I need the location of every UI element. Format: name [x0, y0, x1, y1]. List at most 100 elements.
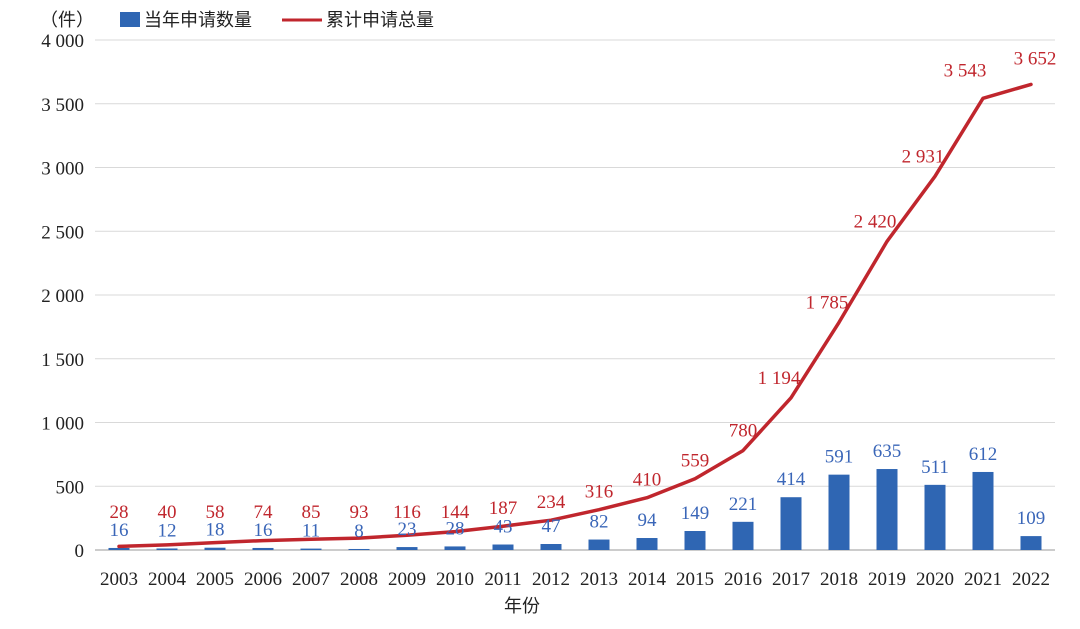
bar: [732, 521, 754, 550]
legend-bar-label: 当年申请数量: [144, 10, 252, 31]
x-tick-label: 2016: [724, 569, 762, 590]
bar: [156, 548, 178, 550]
line-value-label: 40: [158, 502, 177, 523]
x-tick-label: 2009: [388, 569, 426, 590]
cumulative-line: [117, 82, 1033, 549]
line-value-label: 3 652: [1014, 48, 1057, 69]
x-tick-label: 2007: [292, 569, 330, 590]
bar: [348, 548, 370, 550]
bar-value-label: 94: [638, 510, 658, 531]
line-value-label: 410: [633, 470, 662, 491]
line-value-label: 116: [393, 502, 421, 523]
bar-value-label: 109: [1017, 508, 1046, 529]
y-tick-label: 2 500: [41, 222, 84, 243]
x-tick-label: 2005: [196, 569, 234, 590]
bar-value-label: 414: [777, 469, 806, 490]
x-tick-label: 2018: [820, 569, 858, 590]
bar-value-label: 18: [206, 520, 225, 541]
x-tick-label: 2012: [532, 569, 570, 590]
line-labels: 28 40 58 74 85 93 116 144 187 234 316 410 559 780 1 19…: [110, 48, 1057, 523]
bar: [300, 548, 322, 550]
line-value-label: 74: [254, 502, 274, 523]
line-value-label: 2 931: [902, 146, 945, 167]
bar-value-label: 47: [542, 516, 561, 537]
x-axis-title: 年份: [504, 596, 540, 617]
bar: [444, 546, 466, 550]
line-value-label: 234: [537, 492, 566, 513]
x-tick-label: 2011: [484, 569, 521, 590]
line-value-label: 58: [206, 502, 225, 523]
x-tick-label: 2010: [436, 569, 474, 590]
y-axis-ticks: 0 500 1 000 1 500 2 000 2 500 3 000 3 500 4 000: [41, 31, 84, 562]
x-tick-label: 2006: [244, 569, 282, 590]
bar-labels: 16 12 18 16 11 8 23 28 43 47 82 94 149 221 414 591 635 51…: [110, 441, 1046, 542]
x-tick-label: 2021: [964, 569, 1002, 590]
line-value-label: 28: [110, 502, 129, 523]
bar: [588, 539, 610, 550]
x-tick-label: 2014: [628, 569, 667, 590]
y-tick-label: 3 500: [41, 95, 84, 116]
bar-value-label: 23: [398, 519, 417, 540]
y-tick-label: 4 000: [41, 31, 84, 52]
line-value-label: 93: [350, 502, 369, 523]
bar-value-label: 635: [873, 441, 902, 462]
x-tick-label: 2004: [148, 569, 187, 590]
y-tick-label: 0: [75, 541, 85, 562]
bar: [924, 484, 946, 550]
y-tick-label: 1 500: [41, 350, 84, 371]
bar: [396, 547, 418, 550]
x-axis-ticks: 2003 2004 2005 2006 2007 2008 2009 2010 2011 2012…: [100, 569, 1050, 590]
bar-value-label: 43: [494, 517, 513, 538]
line-value-label: 559: [681, 451, 710, 472]
x-tick-label: 2020: [916, 569, 954, 590]
legend-line-label: 累计申请总量: [326, 10, 434, 31]
bar-value-label: 82: [590, 512, 609, 533]
bar: [1020, 536, 1042, 550]
x-tick-label: 2019: [868, 569, 906, 590]
bar: [876, 469, 898, 550]
y-tick-label: 3 000: [41, 159, 84, 180]
y-unit-label: （件）: [40, 10, 94, 31]
x-tick-label: 2003: [100, 569, 138, 590]
y-tick-label: 2 000: [41, 286, 84, 307]
x-tick-label: 2008: [340, 569, 378, 590]
bar: [828, 474, 850, 550]
bar: [780, 497, 802, 550]
line-value-label: 780: [729, 421, 758, 442]
bar: [972, 471, 994, 550]
x-tick-label: 2022: [1012, 569, 1050, 590]
bar: [252, 547, 274, 550]
line-value-label: 1 194: [758, 368, 801, 389]
line-value-label: 3 543: [944, 60, 987, 81]
bar-value-label: 12: [158, 520, 177, 541]
bar-value-label: 16: [110, 520, 129, 541]
bar: [108, 547, 130, 550]
y-tick-label: 1 000: [41, 414, 84, 435]
bar: [204, 547, 226, 550]
x-tick-label: 2015: [676, 569, 714, 590]
y-tick-label: 500: [56, 477, 85, 498]
x-tick-label: 2013: [580, 569, 618, 590]
bar-series: [108, 469, 1042, 550]
bar-value-label: 28: [446, 518, 465, 539]
bar-value-label: 8: [354, 521, 364, 542]
bar-value-label: 221: [729, 494, 758, 515]
bar-value-label: 149: [681, 503, 710, 524]
line-value-label: 316: [585, 482, 614, 503]
bar: [540, 544, 562, 550]
bar-value-label: 16: [254, 520, 273, 541]
bar-value-label: 511: [921, 457, 949, 478]
gridlines: [95, 39, 1055, 551]
bar-value-label: 11: [302, 521, 320, 542]
line-value-label: 2 420: [854, 211, 897, 232]
line-value-label: 144: [441, 502, 470, 523]
line-value-label: 85: [302, 502, 321, 523]
line-series: [117, 82, 1033, 549]
bar-value-label: 591: [825, 447, 854, 468]
line-value-label: 1 785: [806, 292, 849, 313]
bar: [636, 538, 658, 550]
bar-value-label: 612: [969, 444, 998, 465]
x-tick-label: 2017: [772, 569, 810, 590]
bar: [492, 544, 514, 550]
